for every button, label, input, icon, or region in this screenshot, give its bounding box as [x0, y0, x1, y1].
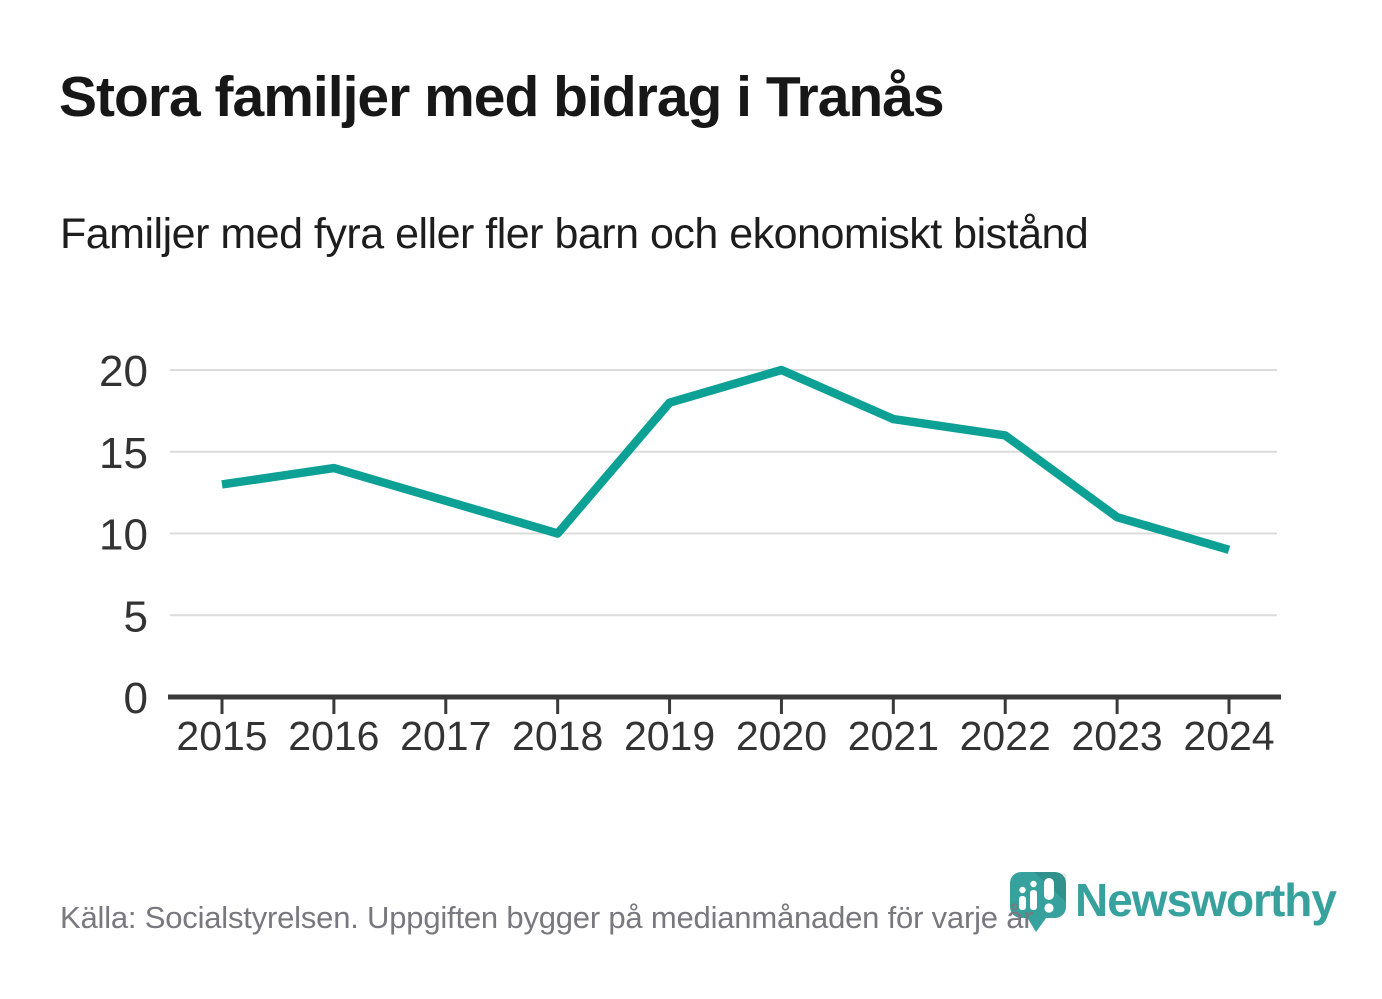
x-tick-label-2016: 2016 [288, 713, 379, 759]
bar-chart-glyph [1019, 878, 1054, 913]
x-tick-label-2015: 2015 [176, 713, 267, 759]
x-tick-label-2018: 2018 [512, 713, 603, 759]
y-tick-label-15: 15 [99, 429, 148, 478]
x-tick-label-2019: 2019 [624, 713, 715, 759]
y-tick-label-20: 20 [99, 347, 148, 396]
data-line-series [221, 365, 1231, 554]
chart-title: Stora familjer med bidrag i Tranås [59, 65, 945, 129]
chart-subtitle: Familjer med fyra eller fler barn och ek… [60, 210, 1089, 258]
newsworthy-pin-icon [1010, 872, 1066, 932]
y-tick-label-0: 0 [124, 674, 148, 723]
x-tick-label-2022: 2022 [960, 713, 1051, 759]
newsworthy-logo: Newsworthy [1010, 872, 1337, 932]
x-tick-label-2023: 2023 [1072, 713, 1163, 759]
x-tick-label-2021: 2021 [848, 713, 939, 759]
y-tick-label-10: 10 [99, 511, 148, 560]
source-note: Källa: Socialstyrelsen. Uppgiften bygger… [60, 900, 1034, 935]
x-tick-label-2024: 2024 [1183, 713, 1274, 759]
newsworthy-wordmark: Newsworthy [1075, 874, 1337, 926]
y-tick-label-5: 5 [124, 592, 148, 641]
x-tick-label-2017: 2017 [400, 713, 491, 759]
x-tick-label-2020: 2020 [736, 713, 827, 759]
